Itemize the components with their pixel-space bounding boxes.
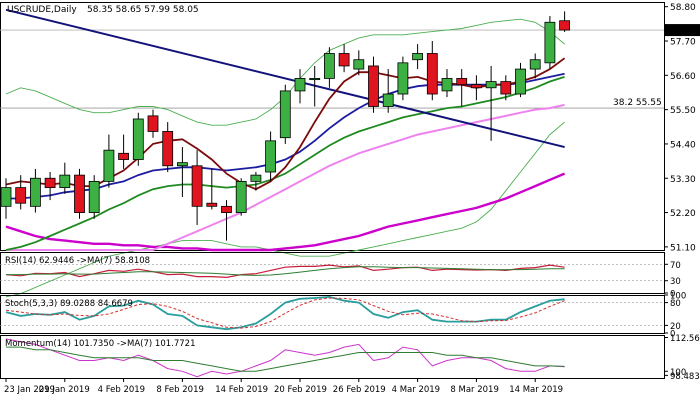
price-y-tick-label: 56.60 (670, 72, 696, 82)
header-ohlc: 58.35 58.65 57.99 58.05 (87, 5, 199, 15)
rsi-y-tick-label: 0 (670, 290, 675, 300)
candle-bullish (309, 78, 321, 81)
rsi-y-tick-label: 30 (670, 277, 681, 287)
fibo-label: 38.2 55.55 (613, 98, 662, 108)
price-y-tick-label: 52.20 (670, 209, 696, 219)
candle-bullish (323, 53, 335, 79)
momentum-frame (0, 335, 665, 379)
price-y-tick-label: 54.40 (670, 140, 696, 150)
candle-bullish (235, 180, 247, 213)
momentum-panel: Momentum(14) 101.7350 ->MA(7) 101.7721 11… (0, 334, 700, 382)
momentum-title: Momentum(14) 101.7350 ->MA(7) 101.7721 (5, 339, 195, 349)
candle-bullish (397, 62, 409, 95)
candle-bearish (162, 131, 174, 167)
candle-bullish (29, 177, 41, 207)
candle-bullish (59, 174, 71, 189)
candle-bearish (206, 202, 218, 207)
candle-bearish (426, 53, 438, 95)
stoch-y-tick-label: 20 (670, 322, 681, 332)
candle-bearish (368, 65, 379, 107)
candle-bearish (44, 177, 56, 189)
candle-bullish (176, 162, 188, 167)
x-tick-label: 14 Feb 2019 (215, 385, 268, 395)
ma-slow-line (5, 76, 565, 251)
ma-long-line (5, 172, 566, 252)
candle-bearish (456, 78, 468, 86)
stoch-y-tick-label: 100 (670, 292, 686, 302)
candle-bearish (74, 174, 85, 213)
current-price-label: 58.05 (668, 27, 696, 37)
stoch-y-tick-label: 0 (670, 330, 675, 340)
stoch-title: Stoch(5,3,3) 89.0288 84.6679 (5, 299, 133, 309)
rsi-series-1 (6, 266, 565, 276)
x-tick-label: 29 Jan 2019 (39, 385, 90, 395)
candle-bullish (544, 21, 556, 64)
x-tick-label: 4 Mar 2019 (392, 385, 440, 395)
candle-bearish (118, 152, 129, 160)
x-tick-label: 8 Feb 2019 (156, 385, 204, 395)
current-price-tag (665, 24, 700, 37)
candle-bullish (265, 140, 277, 173)
price-y-tick-label: 51.10 (670, 243, 696, 253)
candle-bearish (470, 84, 482, 89)
candle-bullish (294, 78, 306, 92)
price-y-tick-label: 55.50 (670, 106, 696, 116)
x-tick-label: 8 Mar 2019 (450, 385, 498, 395)
candle-bearish (15, 187, 27, 204)
stoch-series-1 (5, 297, 565, 329)
momentum-series-1 (6, 346, 565, 372)
candle-bullish (353, 59, 365, 70)
candle-bullish (515, 68, 526, 95)
ma-trend-line (6, 103, 565, 251)
candle-bullish (250, 174, 262, 182)
rsi-title: RSI(14) 62.9446 ->MA(7) 58.8108 (5, 256, 150, 266)
candle-bearish (338, 53, 350, 67)
price-y-tick-label: 53.30 (670, 175, 696, 185)
momentum-y-tick-label: 98.4831 (670, 372, 700, 382)
momentum-y-tick-label: 112.5635 (670, 334, 700, 344)
momentum-y-tick-label: 100 (670, 368, 686, 378)
candle-bullish (382, 93, 394, 107)
candle-bearish (500, 81, 512, 95)
header-symbol: USCRUDE,Daily (7, 5, 77, 15)
momentum-series-0 (5, 338, 565, 378)
candle-bullish (279, 90, 291, 139)
x-tick-label: 23 Jan 2019 (4, 385, 55, 395)
rsi-y-tick-label: 70 (670, 261, 681, 271)
price-panel: 38.2 55.55 58.80 57.70 56.60 55.50 54.40 53.30… (0, 2, 700, 298)
candle-bearish (559, 20, 570, 31)
x-tick-label: 20 Feb 2019 (274, 385, 327, 395)
x-tick-label: 26 Feb 2019 (333, 385, 386, 395)
candle-bearish (147, 115, 159, 132)
bollinger-lower-line (5, 121, 565, 298)
candle-bullish (103, 149, 115, 182)
candle-bullish (485, 81, 497, 89)
candle-bullish (529, 59, 541, 70)
candle-bullish (412, 53, 424, 61)
stoch-frame (0, 295, 665, 334)
rsi-frame (0, 252, 665, 294)
rsi-panel: RSI(14) 62.9446 ->MA(7) 58.8108 70 30 0 (0, 252, 681, 300)
rsi-series-0 (5, 264, 565, 279)
price-panel-frame (0, 2, 665, 251)
candle-bullish (88, 180, 100, 213)
stoch-y-tick-label: 80 (670, 299, 681, 309)
price-y-tick-label: 58.80 (670, 3, 696, 13)
downtrend-line (5, 8, 565, 149)
candle-bearish (191, 165, 203, 207)
candle-bullish (441, 78, 453, 92)
candle-bullish (132, 118, 144, 160)
x-tick-label: 4 Feb 2019 (98, 385, 146, 395)
price-y-tick-label: 57.70 (670, 37, 696, 47)
candle-bearish (221, 205, 232, 213)
x-tick-label: 14 Mar 2019 (509, 385, 563, 395)
candle-bullish (0, 187, 12, 207)
